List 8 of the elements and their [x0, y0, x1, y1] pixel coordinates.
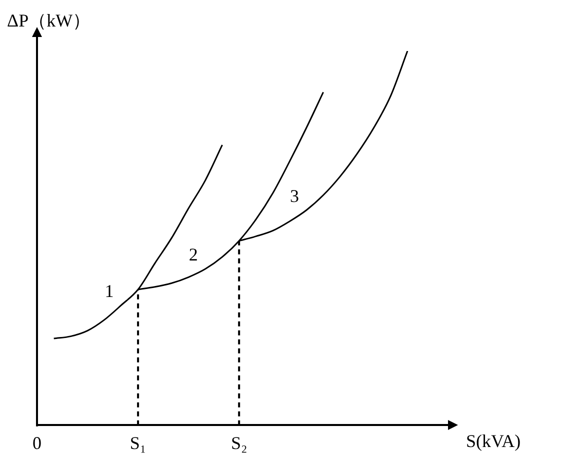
- series-label: 2: [188, 244, 198, 265]
- x-tick-label: 0: [32, 432, 42, 453]
- x-axis-title: S(kVA): [466, 431, 521, 452]
- series-label: 1: [104, 280, 114, 301]
- y-axis-title: ΔP（kW）: [7, 10, 91, 31]
- x-tick-label: S₂: [230, 432, 248, 453]
- x-tick-label: S₁: [130, 432, 146, 453]
- series-label: 3: [290, 186, 299, 206]
